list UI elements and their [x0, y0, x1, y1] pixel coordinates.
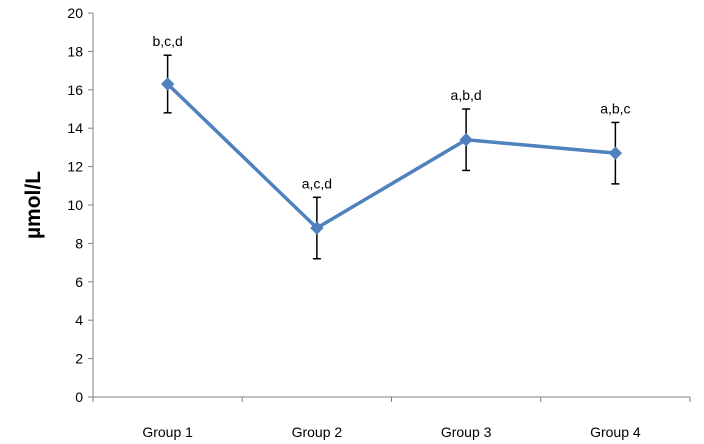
significance-label: b,c,d [152, 33, 182, 49]
y-tick-label: 0 [75, 389, 83, 405]
y-tick-label: 18 [67, 43, 83, 59]
significance-label: a,c,d [302, 175, 332, 191]
y-tick-label: 6 [75, 274, 83, 290]
x-ticks: Group 1 Group 2 Group 3 Group 4 [92, 397, 691, 440]
series-line-path [166, 82, 616, 230]
data-point-marker [310, 221, 324, 235]
axes [92, 13, 690, 398]
y-tick-label: 12 [67, 159, 83, 175]
y-tick-label: 2 [75, 351, 83, 367]
data-point-marker [160, 77, 175, 91]
y-tick-label: 16 [67, 82, 83, 98]
x-tick-label: Group 2 [292, 424, 343, 440]
significance-label: a,b,c [600, 100, 630, 116]
annotations: b,c,d a,c,d a,b,d a,b,c [152, 33, 630, 191]
series-line [160, 77, 623, 235]
data-point-marker [608, 146, 623, 160]
significance-label: a,b,d [451, 87, 482, 103]
y-tick-label: 10 [67, 197, 83, 213]
y-axis-title: µmol/L [22, 171, 45, 239]
x-tick-label: Group 3 [441, 424, 492, 440]
y-tick-label: 14 [67, 120, 83, 136]
y-tick-label: 4 [75, 312, 83, 328]
error-bars [163, 54, 620, 260]
x-tick-label: Group 4 [590, 424, 641, 440]
y-tick-label: 20 [67, 5, 83, 21]
x-tick-label: Group 1 [142, 424, 193, 440]
y-tick-label: 8 [75, 235, 83, 251]
y-ticks: 0 2 4 6 8 10 12 14 16 18 20 [67, 5, 93, 405]
data-point-marker [459, 133, 473, 147]
